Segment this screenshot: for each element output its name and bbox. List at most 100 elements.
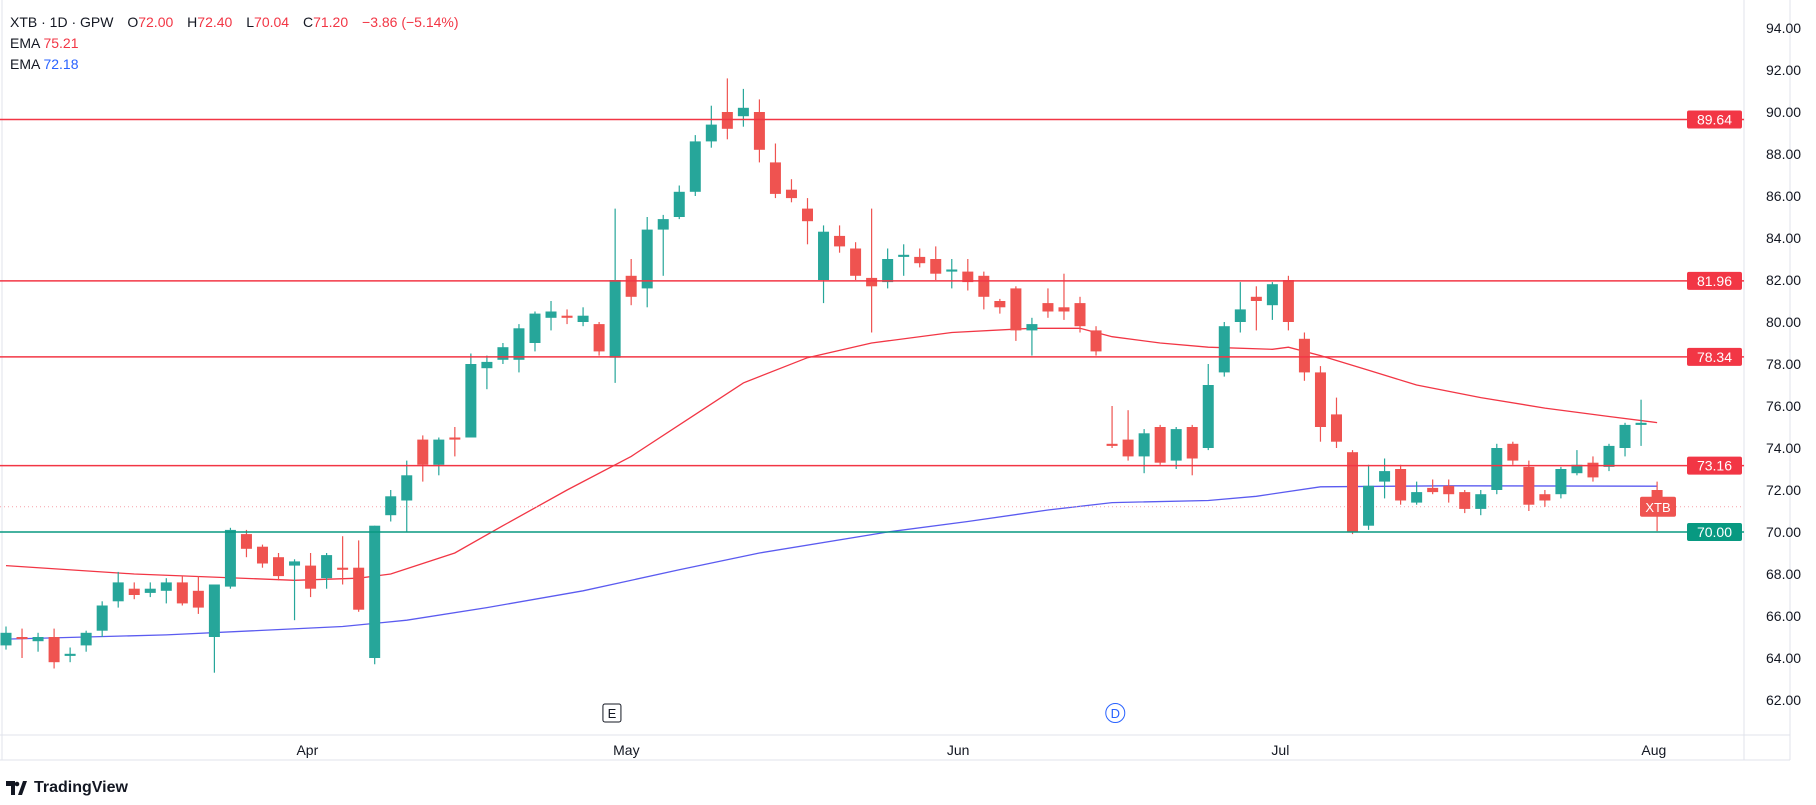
candle-body <box>433 439 445 465</box>
ema-line-2 <box>5 485 1658 640</box>
candle-body <box>625 275 637 297</box>
candle-body <box>1603 445 1615 467</box>
candle-body <box>256 546 268 564</box>
candle <box>529 311 541 352</box>
candle-body <box>593 324 605 352</box>
y-tick-label: 62.00 <box>1766 692 1801 708</box>
candle-body <box>449 437 461 440</box>
candle <box>1395 464 1407 505</box>
candle <box>898 244 910 276</box>
candle-body <box>1266 284 1278 306</box>
candle-body <box>0 632 12 646</box>
candle <box>1571 450 1583 476</box>
candle-body <box>1395 469 1407 501</box>
candle-body <box>1635 422 1647 425</box>
candle-body <box>1026 324 1038 331</box>
candle <box>834 225 846 253</box>
candle-body <box>946 269 958 272</box>
candle-body <box>577 315 589 322</box>
candle <box>1427 479 1439 495</box>
candle-body <box>1186 427 1198 459</box>
high-value: 72.40 <box>197 14 233 30</box>
candle-body <box>1507 443 1519 461</box>
candle <box>305 553 317 598</box>
candle <box>641 217 653 308</box>
candle <box>545 301 557 331</box>
open-value: 72.00 <box>138 14 174 30</box>
y-tick-label: 88.00 <box>1766 146 1801 162</box>
candle-body <box>80 632 92 646</box>
candle <box>802 198 813 245</box>
level-price-tag <box>1687 347 1742 366</box>
event-marker-d[interactable]: D <box>1105 703 1126 723</box>
candle-body <box>914 256 926 264</box>
candle <box>1170 427 1182 469</box>
y-tick-label: 74.00 <box>1766 440 1801 456</box>
close-label: C <box>302 14 314 30</box>
candle <box>128 582 140 600</box>
ema1-label: EMA <box>10 35 40 51</box>
candle <box>1603 443 1615 472</box>
candle-body <box>1443 485 1455 495</box>
candle <box>1090 326 1102 356</box>
candle <box>433 437 445 476</box>
event-marker-e[interactable]: E <box>602 703 622 723</box>
candle <box>1619 422 1631 457</box>
candle <box>1026 317 1038 356</box>
x-tick-label: Jun <box>947 742 970 758</box>
candle-body <box>321 555 333 579</box>
candle <box>1411 481 1423 505</box>
candle <box>561 309 573 325</box>
symbol-label[interactable]: XTB · 1D · GPW <box>10 14 114 30</box>
candle <box>721 78 733 140</box>
candle-body <box>465 364 477 438</box>
y-tick-label: 72.00 <box>1766 482 1801 498</box>
candle <box>208 584 220 673</box>
candle <box>866 208 878 333</box>
y-tick-label: 64.00 <box>1766 650 1801 666</box>
candle <box>32 632 44 652</box>
candle-body <box>994 301 1006 308</box>
close-value: 71.20 <box>313 14 349 30</box>
candle-body <box>1427 487 1439 493</box>
ema2-label: EMA <box>10 56 40 72</box>
y-tick-label: 92.00 <box>1766 62 1801 78</box>
candle <box>1555 466 1567 499</box>
chart-legend: XTB · 1D · GPW O72.00 H72.40 L70.04 C71.… <box>10 12 459 75</box>
candle-body <box>1202 385 1214 448</box>
candle-body <box>497 347 509 360</box>
candle-body <box>112 582 124 602</box>
level-price-tag <box>1687 523 1742 541</box>
candle <box>96 601 108 637</box>
candle <box>353 540 365 612</box>
candle <box>192 576 204 614</box>
candle <box>1202 364 1214 451</box>
candle <box>256 544 268 568</box>
candle-body <box>176 582 188 604</box>
candle-body <box>962 271 974 283</box>
candle-body <box>1571 464 1583 474</box>
candle <box>818 225 830 304</box>
candle <box>481 355 493 390</box>
candle-body <box>1555 469 1567 495</box>
candle <box>1282 275 1294 331</box>
candle-body <box>673 191 685 217</box>
candle <box>337 536 349 585</box>
candle-body <box>160 582 172 591</box>
level-price-tag <box>1687 271 1742 290</box>
candle-body <box>1154 427 1166 463</box>
candle <box>1347 450 1359 535</box>
ema1-row[interactable]: EMA 75.21 <box>10 33 459 54</box>
candle-body <box>1459 492 1471 509</box>
candle <box>1539 490 1551 507</box>
candle <box>1443 479 1455 503</box>
ema2-row[interactable]: EMA 72.18 <box>10 54 459 75</box>
candle-body <box>753 112 765 150</box>
candle-body <box>1170 429 1182 461</box>
candle <box>1106 406 1118 448</box>
level-price-tag <box>1687 456 1742 475</box>
candle-body <box>545 311 557 318</box>
tradingview-logo[interactable]: TradingView <box>6 779 128 797</box>
candle <box>769 143 781 199</box>
